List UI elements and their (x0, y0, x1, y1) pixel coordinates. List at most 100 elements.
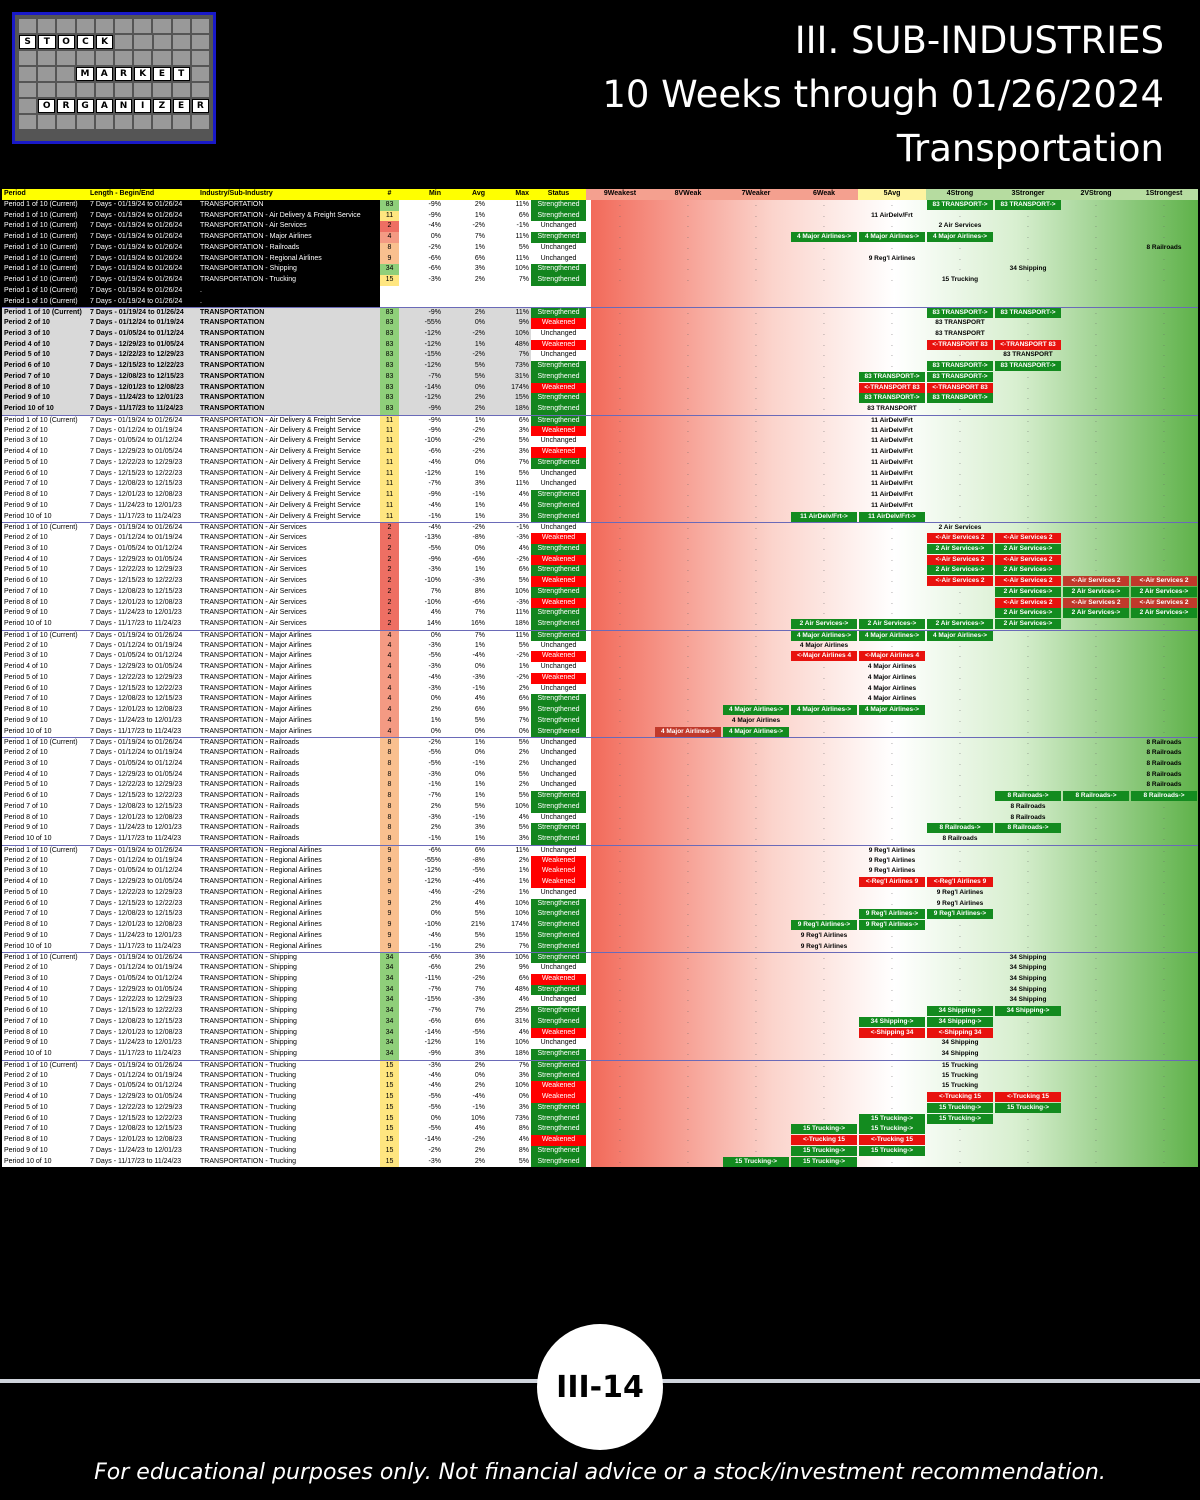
period-cell: Period 2 of 10 (4, 534, 48, 541)
count-cell: 15 (380, 1102, 399, 1114)
group-4-cell: . (959, 437, 961, 445)
group-4-cell: . (959, 512, 961, 520)
length-cell: 7 Days - 01/19/24 to 01/26/24 (88, 308, 198, 318)
group-1-cell: . (1163, 1082, 1165, 1090)
column-header[interactable]: 8VWeak (654, 189, 722, 200)
max-cell: 5% (518, 824, 529, 832)
group-9-cell: . (619, 1071, 621, 1079)
max-cell: 6% (518, 974, 529, 982)
status-cell: Weakened (531, 533, 586, 544)
column-header[interactable]: 3Stronger (994, 189, 1062, 200)
industry-cell: TRANSPORTATION (198, 393, 380, 404)
table-row: Period 6 of 10 7 Days - 12/15/23 to 12/22… (2, 898, 1198, 910)
min-cell (399, 297, 443, 308)
column-header[interactable]: Min (399, 189, 443, 200)
group-5-cell: . (891, 1039, 893, 1047)
group-8-cell: . (687, 233, 689, 240)
rank-marker: 11 AirDelv/Frt (871, 211, 913, 219)
group-2-cell: . (1095, 319, 1097, 326)
group-6-cell: . (823, 716, 825, 724)
status-cell: Strengthened (531, 823, 586, 834)
period-cell: Period 4 of 10 (4, 770, 48, 778)
column-header[interactable]: Period (2, 189, 88, 200)
group-2-cell: . (1095, 652, 1097, 660)
group-1-cell: . (1163, 652, 1165, 660)
column-header[interactable]: 2VStrong (1062, 189, 1130, 200)
period-cell: Period 6 of 10 (4, 469, 48, 477)
group-3-cell: <-TRANSPORT 83 (994, 339, 1062, 351)
group-1-cell: . (1163, 706, 1165, 713)
count-cell: 8 (380, 748, 399, 759)
max-cell: 7% (518, 1061, 529, 1069)
count-cell: 9 (380, 877, 399, 888)
column-header[interactable]: Status (531, 189, 586, 200)
column-header[interactable]: Industry/Sub-Industry (198, 189, 380, 200)
group-9-cell: . (619, 351, 621, 359)
industry-cell: TRANSPORTATION - Trucking (198, 275, 380, 286)
column-header[interactable]: # (380, 189, 399, 200)
column-header[interactable]: 4Strong (926, 189, 994, 200)
column-header[interactable]: 5Avg (858, 189, 926, 200)
column-header[interactable]: Length - Begin/End (88, 189, 198, 200)
group-9-cell: . (619, 739, 621, 747)
table-row: Period 5 of 10 7 Days - 12/22/23 to 12/29… (2, 457, 1198, 469)
group-4-cell: . (959, 749, 961, 756)
length-cell: 7 Days - 12/01/23 to 12/08/23 (90, 1136, 183, 1143)
group-9-cell: . (619, 254, 621, 262)
avg-cell: 2% (474, 1146, 485, 1154)
min-cell: -12% (399, 328, 443, 340)
group-8-cell: . (687, 416, 689, 424)
group-1-cell: 8 Railroads (1130, 738, 1198, 748)
length-cell: 7 Days - 01/12/24 to 01/19/24 (90, 856, 183, 864)
count-cell: 11 (380, 425, 399, 437)
industry-cell: TRANSPORTATION - Shipping (200, 954, 297, 962)
group-6-cell: . (823, 587, 825, 595)
group-2-cell: . (1095, 1050, 1097, 1057)
group-9-cell: . (619, 835, 621, 842)
group-6-cell: . (823, 372, 825, 380)
column-header[interactable]: 9Weakest (586, 189, 654, 200)
column-header[interactable]: Max (487, 189, 531, 200)
rank-marker: 15 Trucking (941, 276, 979, 283)
rank-marker: <-Air Services 2 (995, 597, 1061, 608)
column-header[interactable]: 7Weaker (722, 189, 790, 200)
group-5-cell: . (891, 942, 893, 950)
industry-cell: TRANSPORTATION - Air Services (200, 598, 307, 606)
group-6-cell: 4 Major Airlines (790, 641, 858, 652)
rank-marker: 8 Railroads (1146, 243, 1182, 251)
length-cell: 7 Days - 01/19/24 to 01/26/24 (90, 954, 183, 962)
min-cell: -7% (428, 1007, 441, 1014)
group-3-cell: . (1027, 759, 1029, 767)
count-cell: 83 (380, 339, 399, 351)
column-header[interactable]: Avg (443, 189, 487, 200)
rank-marker: <-Trucking 15 (927, 1092, 993, 1102)
max-cell: 7% (518, 716, 529, 724)
group-5-cell: 83 TRANSPORT (858, 404, 926, 415)
avg-cell: -2% (472, 222, 485, 230)
group-9-cell: . (619, 996, 621, 1004)
column-header[interactable]: 1Strongest (1130, 189, 1198, 200)
group-6-cell: . (823, 770, 825, 778)
group-5-cell: . (891, 1007, 893, 1014)
table-row: Period 3 of 10 7 Days - 01/05/24 to 01/12… (2, 758, 1198, 770)
group-6-cell: . (823, 964, 825, 971)
group-9-cell: . (619, 587, 621, 595)
industry-cell: TRANSPORTATION - Air Delivery & Freight … (200, 426, 361, 434)
status-cell: Weakened (531, 1092, 586, 1103)
max-cell: 10% (514, 802, 529, 810)
group-3-cell: . (1027, 458, 1029, 466)
column-header[interactable]: 6Weak (790, 189, 858, 200)
group-4-cell: 34 Shipping (926, 1049, 994, 1060)
industry-cell: TRANSPORTATION (198, 199, 380, 211)
group-5-cell: <-Trucking 15 (858, 1135, 926, 1146)
avg-cell: 2% (474, 276, 485, 283)
industry-cell: TRANSPORTATION (198, 371, 380, 383)
group-8-cell: . (687, 652, 689, 660)
group-6-cell: . (823, 405, 825, 412)
group-7-cell: . (755, 954, 757, 962)
group-9-cell: . (619, 813, 621, 821)
group-8-cell: . (687, 524, 689, 532)
avg-cell: 7% (474, 609, 485, 617)
group-5-cell: . (891, 899, 893, 907)
max-cell: 6% (518, 566, 529, 574)
